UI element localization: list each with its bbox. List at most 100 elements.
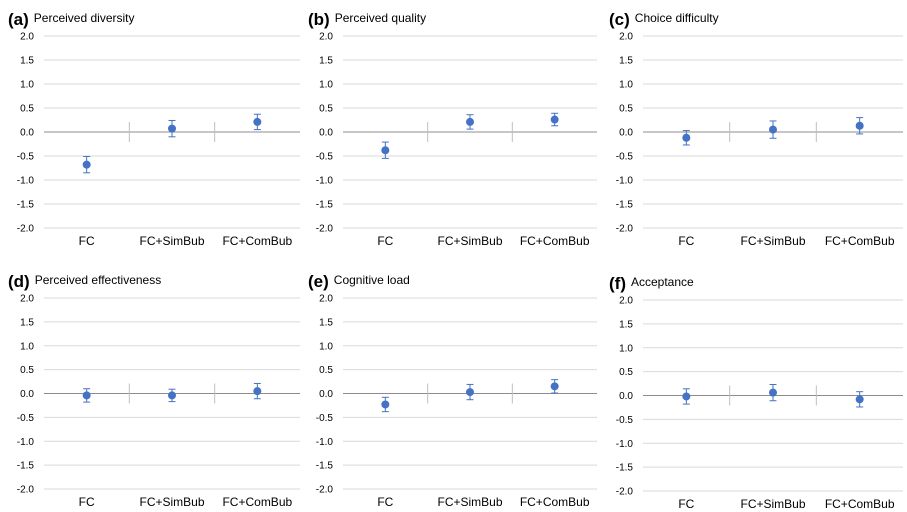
y-tick-label: -1.0 xyxy=(17,437,35,448)
data-point xyxy=(168,391,176,400)
y-tick-label: 1.0 xyxy=(20,80,34,91)
data-point xyxy=(682,133,691,142)
data-point xyxy=(682,392,691,401)
x-tick-label: FC+ComBub xyxy=(520,495,590,509)
x-tick-label: FC+SimBub xyxy=(139,495,204,509)
x-tick-label: FC+SimBub xyxy=(139,234,204,248)
panel-title: Perceived effectiveness xyxy=(35,273,162,287)
panel-title: Perceived diversity xyxy=(34,11,135,25)
x-tick-label: FC xyxy=(79,234,95,248)
y-tick-label: 0.0 xyxy=(619,391,633,402)
y-tick-label: -2.0 xyxy=(616,487,634,498)
y-tick-label: 1.5 xyxy=(319,56,333,67)
y-tick-label: -1.0 xyxy=(316,176,334,187)
y-tick-label: -2.0 xyxy=(316,224,334,235)
data-point xyxy=(466,388,474,397)
y-tick-label: -0.5 xyxy=(616,415,634,426)
y-tick-label: 1.0 xyxy=(619,343,633,354)
data-point xyxy=(381,400,390,409)
panel-title: Cognitive load xyxy=(334,273,410,287)
data-point xyxy=(82,160,91,169)
y-tick-label: -0.5 xyxy=(616,152,634,163)
y-tick-label: 0.0 xyxy=(319,389,333,400)
y-tick-label: 1.5 xyxy=(20,317,34,328)
y-tick-label: -1.5 xyxy=(316,461,334,472)
data-point xyxy=(381,146,390,155)
y-tick-label: -2.0 xyxy=(616,224,634,235)
y-tick-label: -0.5 xyxy=(316,413,334,424)
panel-letter: (f) xyxy=(609,274,626,293)
x-tick-label: FC+ComBub xyxy=(825,234,895,248)
x-tick-label: FC xyxy=(377,495,393,509)
y-tick-label: 0.5 xyxy=(20,104,34,115)
x-tick-label: FC+ComBub xyxy=(222,495,292,509)
y-tick-label: -1.5 xyxy=(17,461,35,472)
panel-letter: (e) xyxy=(308,272,329,291)
y-tick-label: 2.0 xyxy=(619,296,633,307)
y-tick-label: 0.5 xyxy=(619,104,633,115)
panel-letter: (b) xyxy=(308,10,330,29)
y-tick-label: -1.5 xyxy=(316,200,334,211)
data-point xyxy=(466,117,474,126)
y-tick-label: 0.5 xyxy=(319,104,333,115)
y-tick-label: -1.0 xyxy=(17,176,35,187)
y-tick-label: 0.5 xyxy=(20,365,34,376)
data-point xyxy=(82,391,91,400)
x-tick-label: FC xyxy=(678,497,694,511)
y-tick-label: 0.5 xyxy=(619,367,633,378)
y-tick-label: 1.0 xyxy=(319,80,333,91)
y-tick-label: -1.0 xyxy=(616,176,634,187)
data-point xyxy=(253,117,262,126)
y-tick-label: 1.0 xyxy=(20,341,34,352)
y-tick-label: 2.0 xyxy=(619,32,633,43)
y-tick-label: 0.0 xyxy=(619,128,633,139)
x-tick-label: FC+ComBub xyxy=(825,497,895,511)
panel-title: Perceived quality xyxy=(335,11,426,25)
y-tick-label: 1.5 xyxy=(619,56,633,67)
y-tick-label: 2.0 xyxy=(319,294,333,305)
y-tick-label: 1.5 xyxy=(319,317,333,328)
x-tick-label: FC xyxy=(377,234,393,248)
data-point xyxy=(855,395,864,404)
x-tick-label: FC+SimBub xyxy=(740,234,805,248)
y-tick-label: -0.5 xyxy=(17,152,35,163)
y-tick-label: 1.0 xyxy=(619,80,633,91)
y-tick-label: -2.0 xyxy=(17,485,35,496)
y-tick-label: -1.0 xyxy=(316,437,334,448)
panel-letter: (d) xyxy=(8,272,30,291)
x-tick-label: FC+ComBub xyxy=(222,234,292,248)
y-tick-label: -2.0 xyxy=(316,485,334,496)
x-tick-label: FC+ComBub xyxy=(520,234,590,248)
data-point xyxy=(769,125,777,134)
y-tick-label: 2.0 xyxy=(319,32,333,43)
y-tick-label: 2.0 xyxy=(20,294,34,305)
x-tick-label: FC+SimBub xyxy=(740,497,805,511)
data-point xyxy=(769,388,777,397)
y-tick-label: 0.5 xyxy=(319,365,333,376)
x-tick-label: FC+SimBub xyxy=(437,234,502,248)
panel-letter: (c) xyxy=(609,10,630,29)
panel-letter: (a) xyxy=(8,10,29,29)
x-tick-label: FC xyxy=(678,234,694,248)
y-tick-label: 1.5 xyxy=(20,56,34,67)
data-point xyxy=(550,382,559,391)
x-tick-label: FC+SimBub xyxy=(437,495,502,509)
y-tick-label: -0.5 xyxy=(17,413,35,424)
data-point xyxy=(253,387,262,396)
y-tick-label: -0.5 xyxy=(316,152,334,163)
panel-title: Choice difficulty xyxy=(635,11,719,25)
panel-title: Acceptance xyxy=(631,275,694,289)
data-point xyxy=(550,115,559,124)
data-point xyxy=(168,124,176,133)
y-tick-label: 0.0 xyxy=(20,389,34,400)
y-tick-label: 1.0 xyxy=(319,341,333,352)
y-tick-label: -1.5 xyxy=(17,200,35,211)
y-tick-label: 2.0 xyxy=(20,32,34,43)
data-point xyxy=(855,121,864,130)
y-tick-label: 0.0 xyxy=(20,128,34,139)
